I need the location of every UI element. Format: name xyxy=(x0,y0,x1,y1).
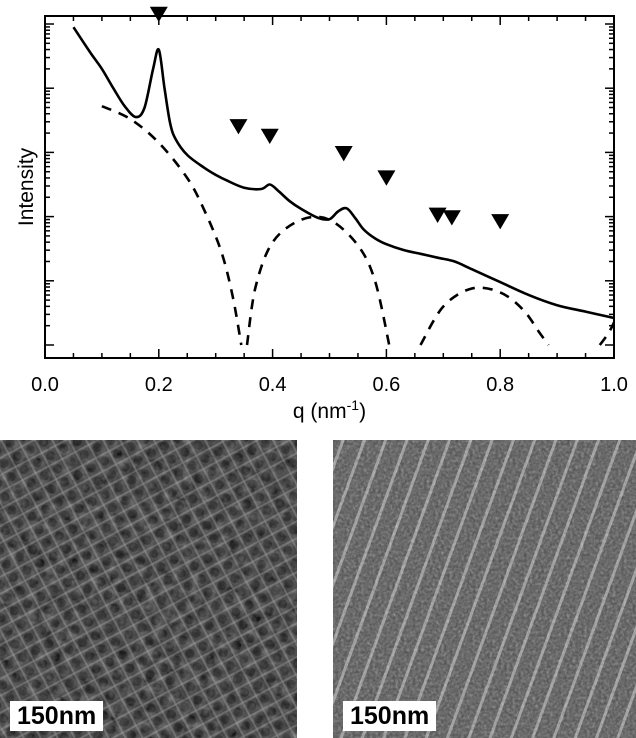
peak-marker-triangle xyxy=(149,6,168,23)
peak-marker-triangle xyxy=(428,207,447,223)
saxs-chart: 0.0 0.2 0.4 0.6 0.8 1.0 q (nm-1) Intensity xyxy=(15,6,628,423)
fit-curve-dashed-segment xyxy=(419,286,550,346)
plot-frame xyxy=(44,15,615,359)
fit-curve-dashed-segment xyxy=(245,215,391,346)
x-tick-label: 1.0 xyxy=(600,374,628,396)
fit-curve-dashed-segment xyxy=(598,321,614,346)
x-tick-label: 0.2 xyxy=(145,374,173,396)
tem-image-right: 150nm xyxy=(333,440,636,738)
scale-bar-label-right: 150nm xyxy=(343,701,437,731)
peak-marker-triangle xyxy=(491,214,510,230)
x-tick-label: 0.0 xyxy=(31,374,59,396)
scale-bar-label-left: 150nm xyxy=(10,701,104,731)
peak-marker-triangle xyxy=(229,119,248,135)
x-tick-label: 0.4 xyxy=(259,374,287,396)
tem-image-left-texture xyxy=(0,440,297,738)
tem-image-right-texture xyxy=(333,440,636,738)
tem-image-left: 150nm xyxy=(0,440,297,738)
x-tick-label: 0.8 xyxy=(486,374,514,396)
peak-marker-triangle xyxy=(442,210,461,226)
scattering-curve-solid xyxy=(72,26,614,320)
x-axis-title: q (nm-1) xyxy=(293,397,366,423)
peak-marker-triangle xyxy=(377,170,396,186)
x-tick-label: 0.6 xyxy=(372,374,400,396)
y-axis-title: Intensity xyxy=(15,147,38,226)
peak-marker-triangle xyxy=(334,146,353,162)
fit-curve-dashed-segment xyxy=(101,105,243,346)
peak-marker-triangle xyxy=(260,128,279,144)
